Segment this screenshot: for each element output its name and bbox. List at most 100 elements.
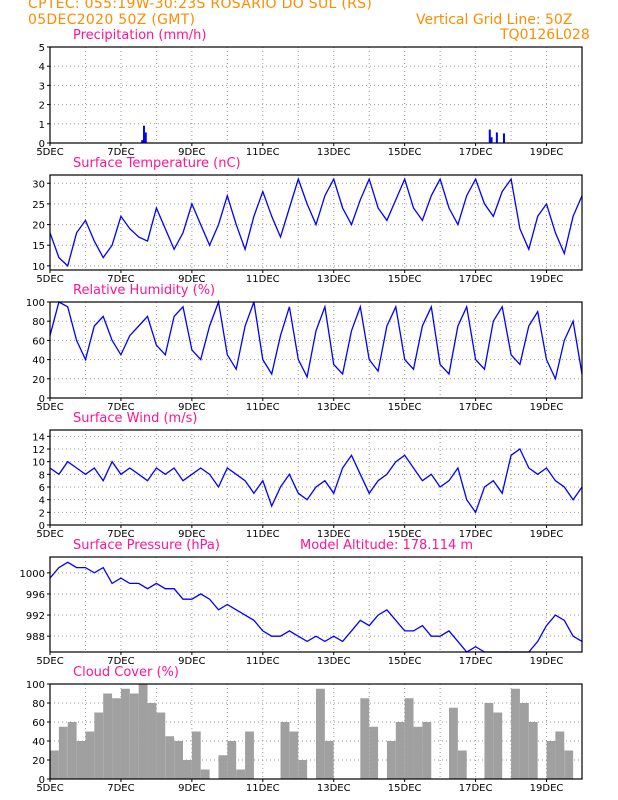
chart-title: Surface Temperature (nC) — [73, 156, 241, 171]
bar — [546, 741, 556, 779]
panel-5 — [47, 683, 583, 782]
bar — [404, 698, 414, 779]
bar — [103, 693, 113, 779]
x-tick-label: 13DEC — [317, 656, 351, 667]
plot-frame — [49, 46, 583, 144]
x-tick-label: 19DEC — [530, 147, 564, 158]
x-tick-label: 5DEC — [36, 529, 63, 540]
bar — [236, 769, 246, 779]
y-tick-label: 10 — [32, 262, 45, 273]
bar — [112, 698, 121, 779]
y-tick-label: 8 — [39, 470, 45, 481]
x-tick-label: 15DEC — [388, 147, 422, 158]
x-tick-label: 11DEC — [246, 147, 280, 158]
bar — [395, 722, 405, 779]
y-tick-label: 2 — [39, 101, 45, 112]
x-tick-label: 5DEC — [36, 783, 63, 794]
panel-2 — [47, 299, 583, 401]
x-tick-label: 17DEC — [459, 656, 493, 667]
plot-frame — [49, 301, 583, 399]
bar — [76, 741, 86, 779]
chart-title: Surface Wind (m/s) — [73, 411, 197, 426]
x-tick-label: 17DEC — [459, 147, 493, 158]
bar — [564, 750, 574, 779]
bar — [457, 750, 467, 779]
bar — [50, 750, 59, 779]
bar — [495, 132, 498, 143]
bar — [484, 703, 494, 779]
y-tick-label: 60 — [32, 336, 45, 347]
series-line — [49, 299, 583, 381]
bar — [218, 755, 228, 779]
bar — [183, 760, 192, 779]
bar — [493, 712, 503, 779]
x-tick-label: 13DEC — [317, 402, 351, 413]
x-tick-label: 7DEC — [107, 529, 134, 540]
bar — [156, 712, 166, 779]
x-tick-label: 9DEC — [178, 274, 205, 285]
bar — [227, 741, 237, 779]
y-tick-label: 4 — [39, 496, 45, 507]
y-tick-label: 3 — [39, 81, 45, 92]
bar — [369, 726, 379, 779]
plot-frame — [49, 429, 583, 526]
y-tick-label: 80 — [32, 317, 45, 328]
x-tick-label: 19DEC — [530, 402, 564, 413]
series-line — [49, 561, 583, 653]
x-tick-label: 15DEC — [388, 529, 422, 540]
y-tick-label: 0 — [39, 139, 45, 150]
bar — [142, 125, 145, 143]
bar — [144, 132, 147, 143]
y-tick-label: 10 — [32, 458, 45, 469]
bar — [120, 688, 130, 779]
chart-title: Cloud Cover (%) — [73, 665, 179, 680]
y-tick-label: 6 — [39, 483, 45, 494]
x-tick-label: 9DEC — [178, 783, 205, 794]
bar — [129, 693, 139, 779]
y-tick-label: 1000 — [20, 569, 45, 580]
chart-title: Relative Humidity (%) — [73, 283, 215, 298]
y-tick-label: 0 — [39, 521, 45, 532]
panel-1 — [47, 174, 583, 273]
x-tick-label: 15DEC — [388, 274, 422, 285]
plot-frame — [49, 556, 583, 653]
x-tick-label: 11DEC — [246, 783, 280, 794]
x-tick-label: 11DEC — [246, 274, 280, 285]
x-tick-label: 19DEC — [530, 274, 564, 285]
x-tick-label: 17DEC — [459, 783, 493, 794]
x-tick-label: 7DEC — [107, 656, 134, 667]
y-tick-label: 992 — [26, 611, 45, 622]
x-tick-label: 15DEC — [388, 402, 422, 413]
x-tick-label: 11DEC — [246, 402, 280, 413]
x-tick-label: 7DEC — [107, 402, 134, 413]
bar — [165, 736, 175, 779]
model-altitude: Model Altitude: 178.114 m — [300, 538, 473, 553]
x-tick-label: 11DEC — [246, 656, 280, 667]
x-tick-label: 7DEC — [107, 783, 134, 794]
bar — [58, 726, 68, 779]
y-tick-label: 20 — [32, 221, 45, 232]
bar — [85, 731, 95, 779]
y-tick-label: 12 — [32, 445, 45, 456]
plot-frame — [49, 174, 583, 271]
y-tick-label: 0 — [39, 775, 45, 786]
bar — [280, 722, 290, 779]
bar — [386, 741, 396, 779]
y-tick-label: 100 — [26, 298, 45, 309]
x-tick-label: 17DEC — [459, 402, 493, 413]
plot-frame — [49, 683, 583, 780]
bar — [200, 769, 210, 779]
chart-title: Surface Pressure (hPa) — [73, 538, 220, 553]
x-tick-label: 13DEC — [317, 147, 351, 158]
bar — [138, 684, 148, 779]
y-tick-label: 20 — [32, 756, 45, 767]
bar — [555, 731, 565, 779]
x-tick-label: 9DEC — [178, 656, 205, 667]
x-tick-label: 5DEC — [36, 274, 63, 285]
header-location: CPTEC: 055:19W-30:23S ROSARIO DO SUL (RS… — [28, 0, 373, 12]
bar — [141, 140, 144, 143]
y-tick-label: 20 — [32, 375, 45, 386]
x-tick-label: 7DEC — [107, 147, 134, 158]
bar — [502, 133, 505, 143]
x-tick-label: 19DEC — [530, 656, 564, 667]
